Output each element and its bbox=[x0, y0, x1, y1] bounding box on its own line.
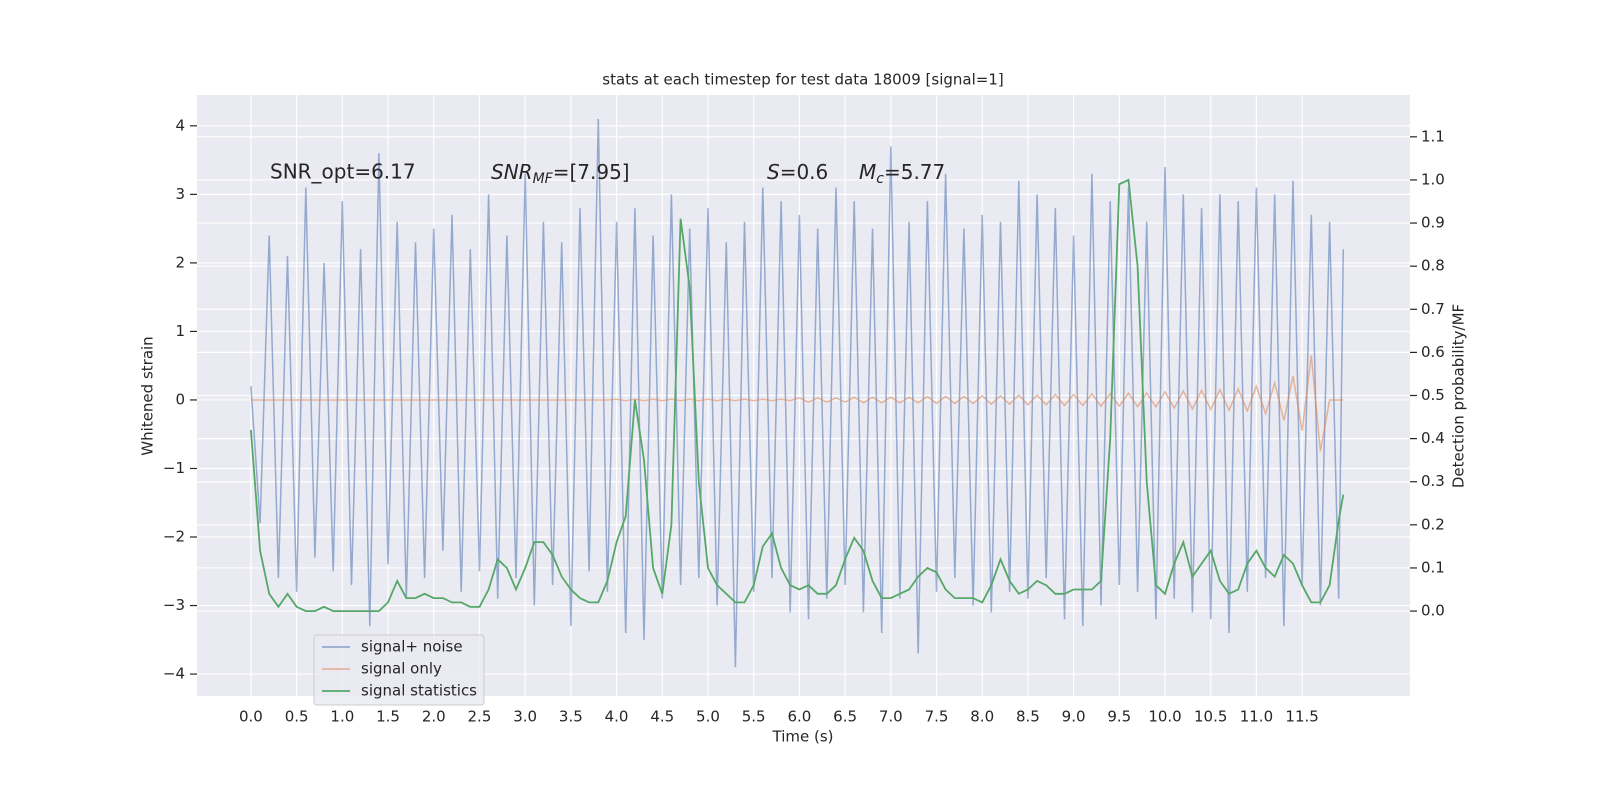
annotation-sub: MF bbox=[533, 171, 554, 187]
y2-tick-label: 0.0 bbox=[1421, 602, 1445, 620]
x-axis-label: Time (s) bbox=[772, 728, 834, 746]
legend-box bbox=[313, 634, 485, 706]
x-tick-label: 1.5 bbox=[376, 708, 400, 726]
annotation: SNR_opt=6.17 bbox=[270, 160, 416, 184]
y-tick-label: −1 bbox=[163, 459, 185, 477]
x-tick-label: 1.0 bbox=[330, 708, 354, 726]
series-line bbox=[250, 355, 1344, 452]
annotation-after: =5.77 bbox=[884, 160, 945, 184]
y-tick-label: 1 bbox=[175, 322, 185, 340]
x-tick-label: 2.5 bbox=[468, 708, 492, 726]
y2-tick-label: 1.1 bbox=[1421, 127, 1445, 145]
y-axis-label: Whitened strain bbox=[139, 336, 157, 455]
series-line bbox=[250, 178, 1345, 612]
x-tick-label: 4.0 bbox=[605, 708, 629, 726]
legend-label: signal+ noise bbox=[361, 638, 463, 656]
annotation-sub: c bbox=[876, 171, 884, 187]
annotation-after: =[7.95] bbox=[553, 160, 630, 184]
x-tick-label: 4.5 bbox=[650, 708, 674, 726]
x-tick-label: 2.0 bbox=[422, 708, 446, 726]
x-tick-label: 5.0 bbox=[696, 708, 720, 726]
series-line bbox=[250, 118, 1345, 668]
y-tick-label: 0 bbox=[175, 390, 185, 408]
x-tick-label: 6.5 bbox=[833, 708, 857, 726]
annotation-base: SNR bbox=[491, 160, 533, 184]
x-tick-label: 5.5 bbox=[742, 708, 766, 726]
y-tick-label: 2 bbox=[175, 253, 185, 271]
y2-tick-label: 0.2 bbox=[1421, 515, 1445, 533]
x-tick-label: 3.0 bbox=[513, 708, 537, 726]
annotation: S=0.6 bbox=[767, 160, 828, 184]
chart-title: stats at each timestep for test data 180… bbox=[602, 71, 1003, 89]
y2-axis-label: Detection probability/MF bbox=[1450, 304, 1468, 488]
x-tick-label: 3.5 bbox=[559, 708, 583, 726]
x-tick-label: 10.0 bbox=[1148, 708, 1181, 726]
y-tick-label: 4 bbox=[175, 116, 185, 134]
y-tick-label: 3 bbox=[175, 185, 185, 203]
legend-label: signal only bbox=[361, 660, 442, 678]
y2-tick-label: 1.0 bbox=[1421, 170, 1445, 188]
y2-tick-label: 0.1 bbox=[1421, 558, 1445, 576]
legend-label: signal statistics bbox=[361, 682, 477, 700]
y-tick-label: −2 bbox=[163, 528, 185, 546]
y2-tick-label: 0.3 bbox=[1421, 472, 1445, 490]
y-tick-label: −3 bbox=[163, 596, 185, 614]
annotation: Mc=5.77 bbox=[859, 160, 945, 188]
annotation-after: =0.6 bbox=[780, 160, 829, 184]
x-tick-label: 6.0 bbox=[787, 708, 811, 726]
x-tick-label: 8.0 bbox=[970, 708, 994, 726]
x-tick-label: 7.5 bbox=[925, 708, 949, 726]
y-tick-label: −4 bbox=[163, 665, 185, 683]
x-tick-label: 8.5 bbox=[1016, 708, 1040, 726]
x-tick-label: 11.0 bbox=[1240, 708, 1273, 726]
y2-tick-label: 0.6 bbox=[1421, 343, 1445, 361]
x-tick-label: 0.5 bbox=[285, 708, 309, 726]
annotation: SNRMF=[7.95] bbox=[491, 160, 630, 188]
x-tick-label: 9.5 bbox=[1107, 708, 1131, 726]
x-tick-label: 9.0 bbox=[1062, 708, 1086, 726]
x-tick-label: 7.0 bbox=[879, 708, 903, 726]
y2-tick-label: 0.9 bbox=[1421, 214, 1445, 232]
x-tick-label: 10.5 bbox=[1194, 708, 1227, 726]
annotation-base: S bbox=[767, 160, 780, 184]
y2-tick-label: 0.7 bbox=[1421, 300, 1445, 318]
y2-tick-label: 0.4 bbox=[1421, 429, 1445, 447]
x-tick-label: 11.5 bbox=[1285, 708, 1318, 726]
y2-tick-label: 0.5 bbox=[1421, 386, 1445, 404]
annotation-base: M bbox=[859, 160, 876, 184]
grid bbox=[197, 95, 1410, 696]
x-tick-label: 0.0 bbox=[239, 708, 263, 726]
y2-tick-label: 0.8 bbox=[1421, 257, 1445, 275]
